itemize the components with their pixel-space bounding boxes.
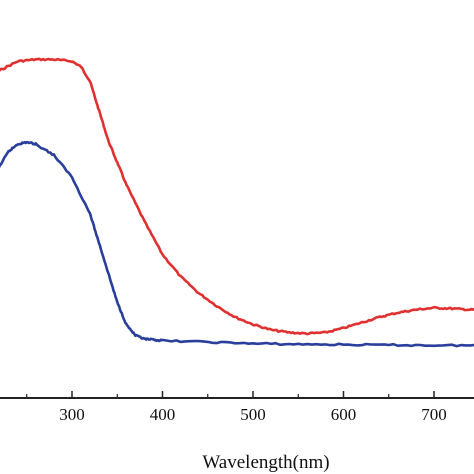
x-tick-label-600: 600 bbox=[331, 405, 357, 424]
series-layer: ba bbox=[0, 57, 474, 348]
x-tick-label-400: 400 bbox=[150, 405, 176, 424]
x-tick-label-500: 500 bbox=[240, 405, 266, 424]
plot-frame bbox=[0, 0, 474, 399]
plot-area bbox=[0, 0, 474, 399]
series-line-a bbox=[0, 140, 474, 348]
x-tick-label-300: 300 bbox=[59, 405, 85, 424]
x-axis: 300 400 500 600 700 bbox=[26, 391, 447, 424]
x-axis-title: Wavelength(nm) bbox=[202, 452, 329, 473]
series-line-b bbox=[0, 57, 474, 336]
x-tick-label-700: 700 bbox=[421, 405, 447, 424]
